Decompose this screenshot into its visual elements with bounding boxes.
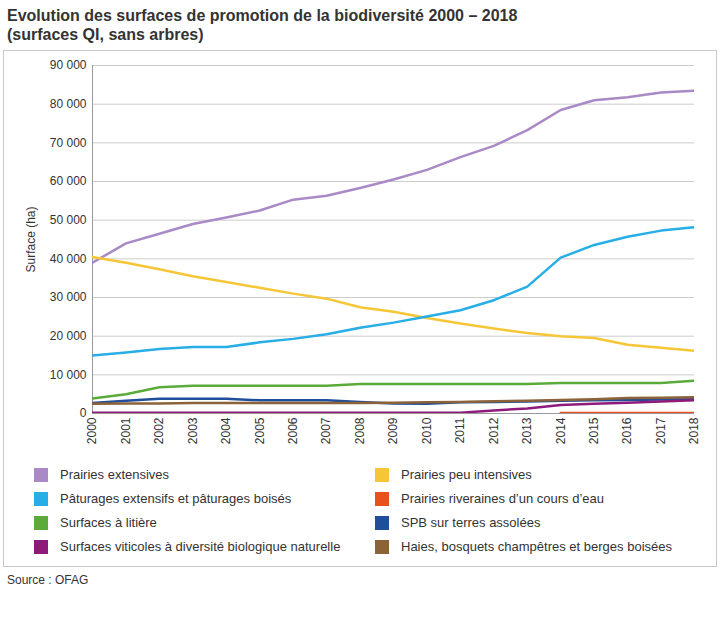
html-text:SPB sur terres assolées: SPB sur terres assolées [401, 515, 541, 530]
svg-text:30 000: 30 000 [50, 290, 87, 304]
svg-text:2016: 2016 [620, 417, 634, 444]
html-text:Evolution des surfaces de prom: Evolution des surfaces de promotion de l… [7, 7, 518, 24]
svg-text:2007: 2007 [319, 417, 333, 444]
svg-text:2000: 2000 [85, 417, 99, 444]
svg-text:Surface (ha): Surface (ha) [24, 206, 38, 272]
html-text:Haies, bosquets champêtres et: Haies, bosquets champêtres et berges boi… [401, 539, 672, 554]
svg-text:2018: 2018 [687, 417, 701, 444]
svg-text:40 000: 40 000 [50, 252, 87, 266]
svg-text:2012: 2012 [487, 417, 501, 444]
html-text:Prairies peu intensives: Prairies peu intensives [401, 467, 532, 482]
svg-text:2002: 2002 [152, 417, 166, 444]
svg-text:2003: 2003 [186, 417, 200, 444]
html-text:Prairies riveraines d’un cours: Prairies riveraines d’un cours d’eau [401, 491, 604, 506]
svg-text:20 000: 20 000 [50, 329, 87, 343]
svg-text:2004: 2004 [219, 417, 233, 444]
svg-text:2010: 2010 [420, 417, 434, 444]
svg-text:2017: 2017 [654, 417, 668, 444]
svg-text:0: 0 [80, 406, 87, 420]
svg-text:10 000: 10 000 [50, 368, 87, 382]
svg-text:2001: 2001 [119, 417, 133, 444]
html-text:(surfaces QI, sans arbres): (surfaces QI, sans arbres) [7, 26, 204, 43]
svg-text:70 000: 70 000 [50, 136, 87, 150]
svg-text:2015: 2015 [587, 417, 601, 444]
svg-text:2008: 2008 [353, 417, 367, 444]
svg-text:2014: 2014 [554, 417, 568, 444]
svg-text:2006: 2006 [286, 417, 300, 444]
html-text:Prairies extensives: Prairies extensives [60, 467, 170, 482]
html-text:Pâturages extensifs et pâturag: Pâturages extensifs et pâturages boisés [60, 491, 292, 506]
svg-text:80 000: 80 000 [50, 97, 87, 111]
svg-text:90 000: 90 000 [50, 58, 87, 72]
svg-text:50 000: 50 000 [50, 213, 87, 227]
svg-text:2011: 2011 [453, 417, 467, 443]
svg-text:2005: 2005 [253, 417, 267, 444]
html-text:Surfaces viticoles à diversité: Surfaces viticoles à diversité biologiqu… [60, 539, 341, 554]
html-text:Surfaces à litière: Surfaces à litière [60, 515, 157, 530]
svg-text:60 000: 60 000 [50, 174, 87, 188]
svg-text:2009: 2009 [386, 417, 400, 444]
svg-text:2013: 2013 [520, 417, 534, 444]
html-text:Source : OFAG: Source : OFAG [7, 573, 89, 587]
